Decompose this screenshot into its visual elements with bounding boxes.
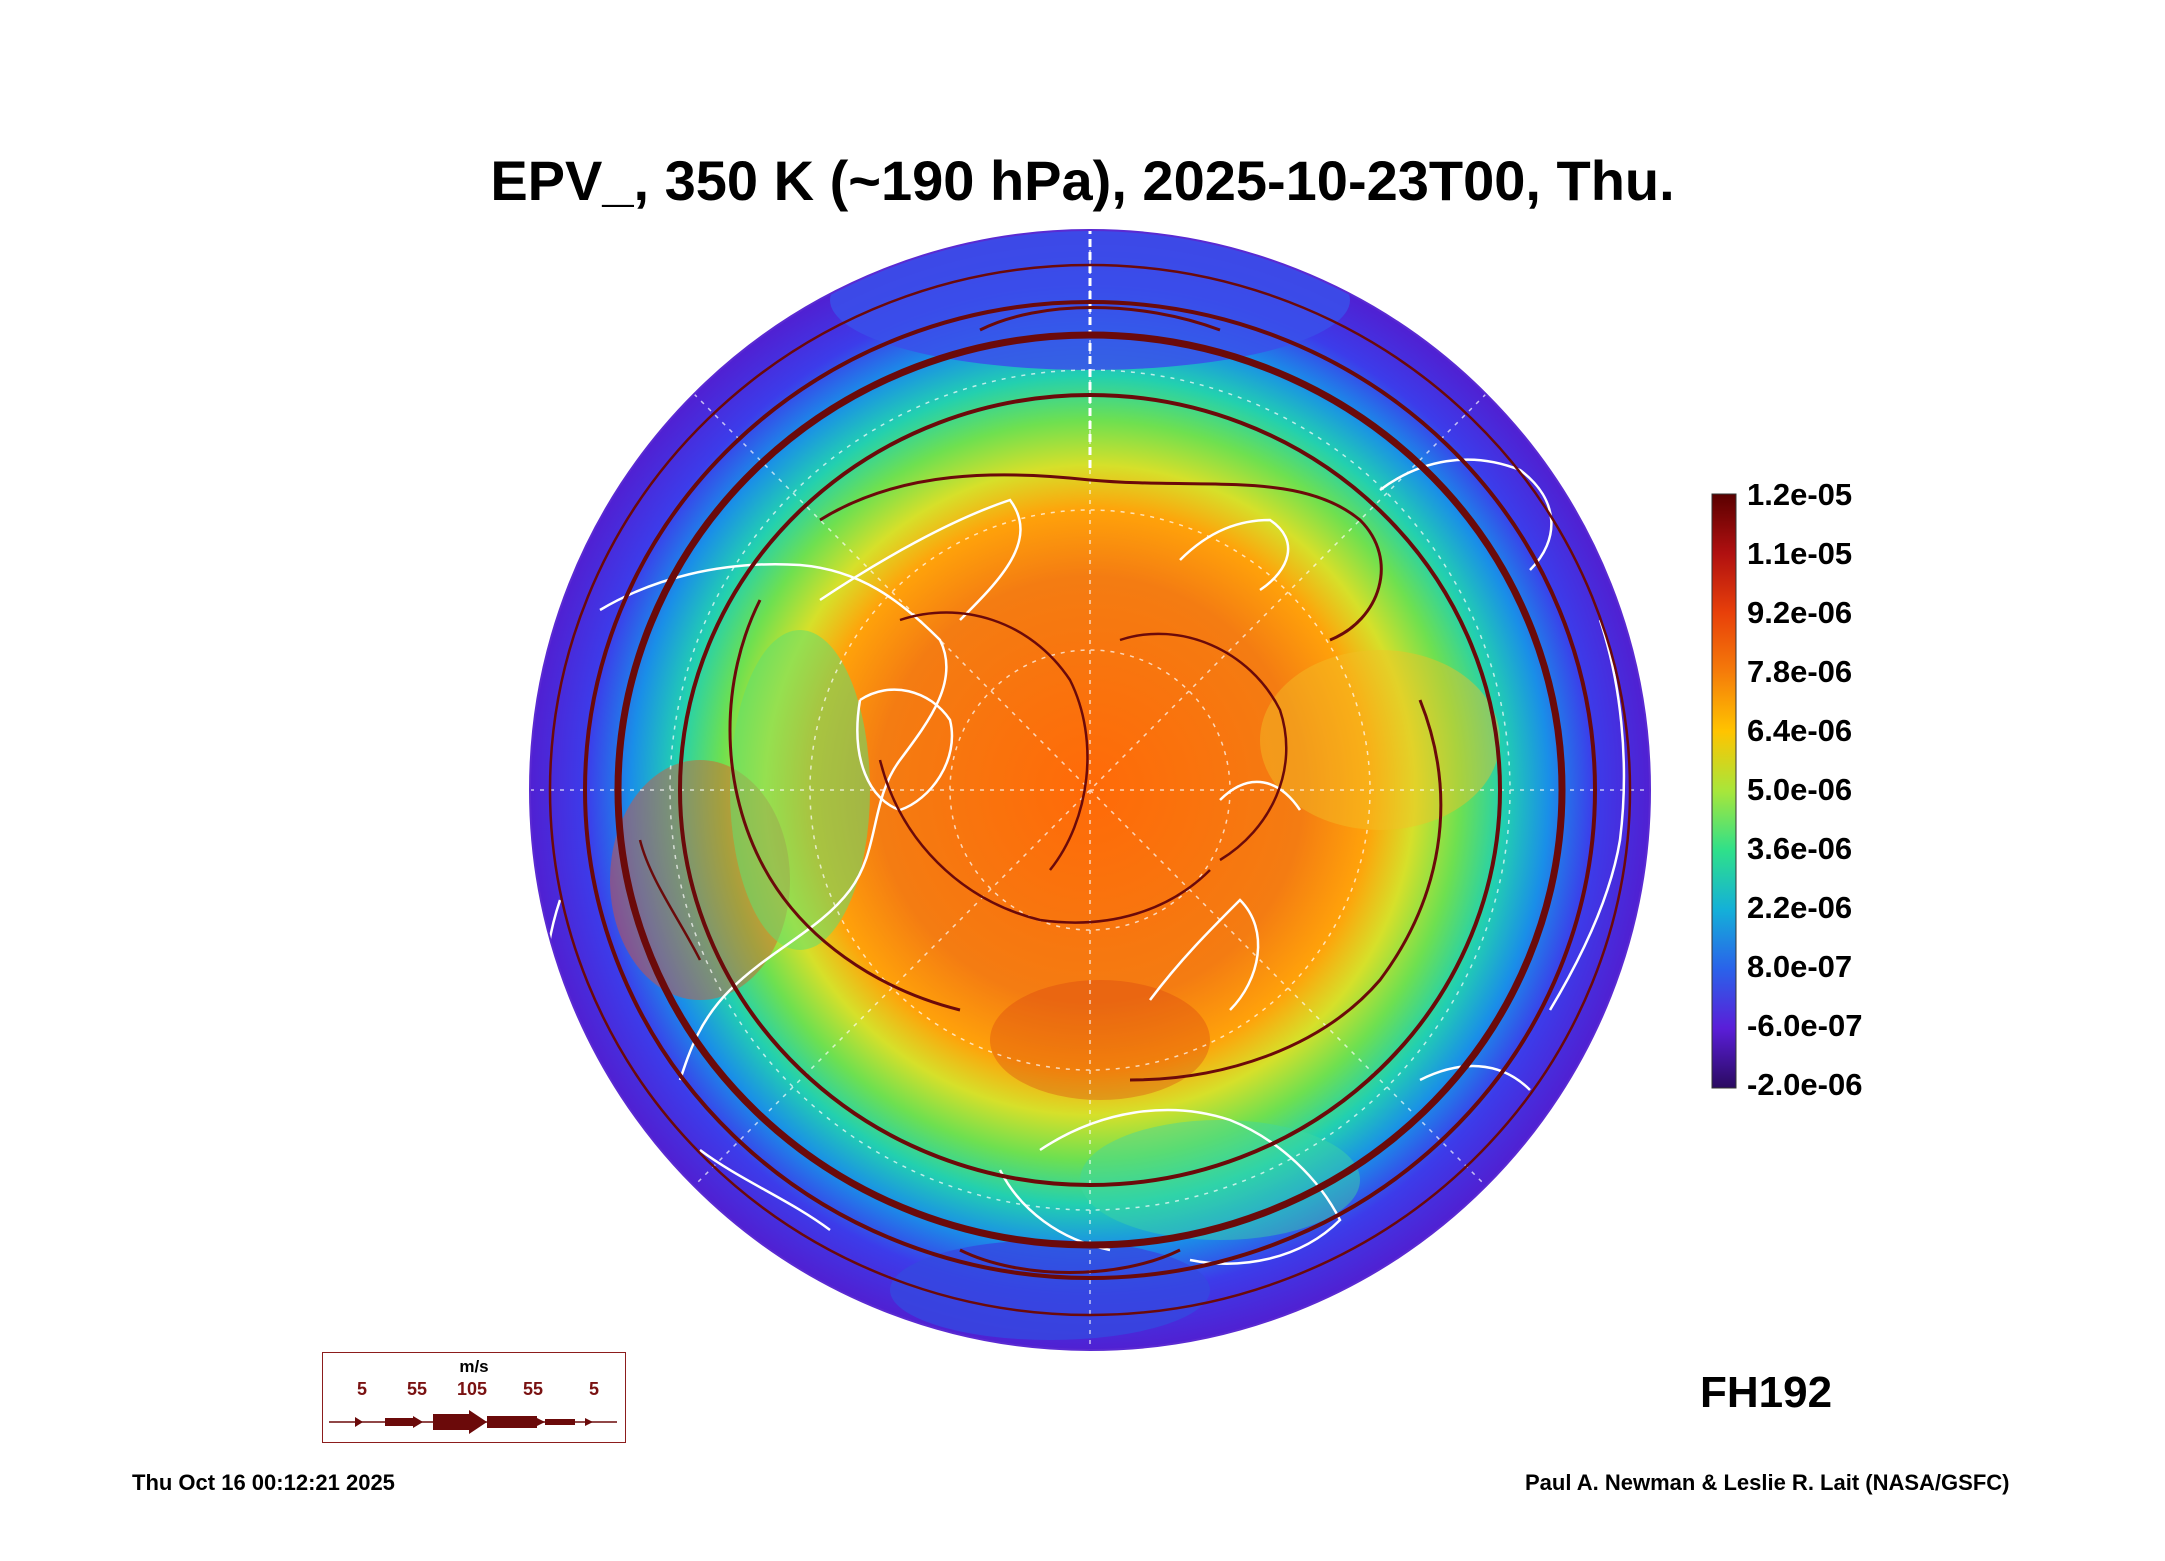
credit: Paul A. Newman & Leslie R. Lait (NASA/GS… — [1525, 1470, 2010, 1495]
coastlines — [543, 458, 1626, 1265]
legend-arrow-icon — [329, 1410, 617, 1434]
colorbar-label: 3.6e-06 — [1747, 831, 1853, 866]
streamlines — [548, 263, 1632, 1317]
wind-speed-legend: m/s 5 55 105 55 5 — [322, 1352, 626, 1443]
colorbar-label: 6.4e-06 — [1747, 713, 1853, 748]
plot-title: EPV_, 350 K (~190 hPa), 2025-10-23T00, T… — [490, 149, 1675, 212]
colorbar-label: 5.0e-06 — [1747, 772, 1853, 807]
colorbar — [1711, 493, 1737, 1089]
legend-speed: 105 — [457, 1379, 488, 1399]
forecast-hour: FH192 — [1700, 1368, 1833, 1417]
legend-speed: 55 — [407, 1379, 428, 1399]
colorbar-label: 9.2e-06 — [1747, 595, 1853, 630]
legend-speed: 55 — [523, 1379, 544, 1399]
colorbar-label: 7.8e-06 — [1747, 654, 1853, 689]
legend-unit: m/s — [459, 1357, 489, 1376]
timestamp: Thu Oct 16 00:12:21 2025 — [132, 1470, 395, 1495]
colorbar-label: 2.2e-06 — [1747, 890, 1853, 925]
colorbar-label: 1.1e-05 — [1747, 536, 1853, 571]
colorbar-label: 8.0e-07 — [1747, 949, 1853, 984]
legend-speed: 5 — [357, 1379, 368, 1399]
colorbar-label: 1.2e-05 — [1747, 477, 1853, 512]
legend-speed: 5 — [589, 1379, 600, 1399]
colorbar-label: -6.0e-07 — [1747, 1008, 1863, 1043]
colorbar-label: -2.0e-06 — [1747, 1067, 1863, 1102]
